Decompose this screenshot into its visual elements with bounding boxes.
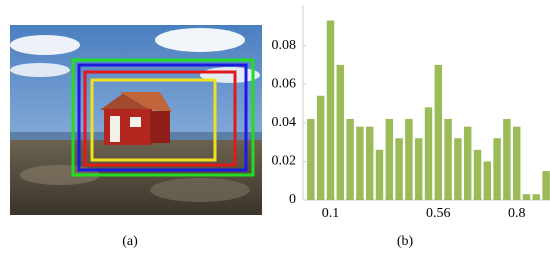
bar [337, 65, 344, 200]
bar [513, 127, 520, 200]
y-tick-label: 0.06 [272, 76, 297, 91]
bar [346, 119, 353, 200]
bar [464, 127, 471, 200]
bar [523, 194, 530, 200]
bar [444, 119, 451, 200]
bar [317, 96, 324, 200]
caption-b: (b) [397, 234, 414, 249]
bar [533, 194, 540, 200]
bar [376, 150, 383, 200]
y-tick-label: 0.08 [272, 38, 297, 53]
bar [327, 21, 334, 200]
bar [474, 150, 481, 200]
bar [386, 119, 393, 200]
x-tick-label: 0.8 [508, 206, 526, 221]
bar [405, 119, 412, 200]
y-tick-label: 0.04 [272, 115, 297, 130]
bar [454, 138, 461, 200]
bar [425, 107, 432, 200]
photo [10, 25, 262, 215]
bar [356, 127, 363, 200]
figure: (a) (b) 0 0.02 0.04 0.06 0.08 0.1 0.56 0.8 [0, 0, 550, 260]
y-tick-label: 0 [289, 192, 296, 207]
x-tick-label: 0.1 [322, 206, 340, 221]
bar [503, 119, 510, 200]
caption-a: (a) [122, 234, 138, 249]
x-tick-label: 0.56 [426, 206, 451, 221]
bar [307, 119, 314, 200]
bar [493, 138, 500, 200]
bar [415, 138, 422, 200]
bar [435, 65, 442, 200]
y-tick-label: 0.02 [272, 154, 297, 169]
bar [542, 171, 549, 200]
bar [484, 161, 491, 200]
bar [366, 127, 373, 200]
bar [395, 138, 402, 200]
